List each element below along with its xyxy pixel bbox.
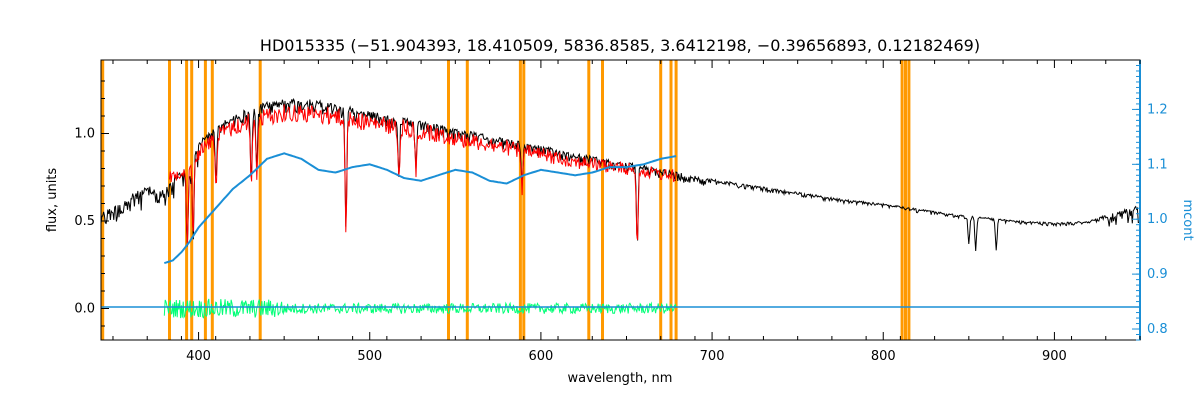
model-spectrum xyxy=(169,104,677,246)
mask-line-0 xyxy=(101,60,105,340)
x-tick-label-400: 400 xyxy=(186,349,211,364)
mask-line-9 xyxy=(518,60,522,340)
mask-line-8 xyxy=(465,60,469,340)
mask-line-11 xyxy=(587,60,591,340)
x-tick-label-600: 600 xyxy=(528,349,553,364)
mask-line-18 xyxy=(907,60,911,340)
x-tick-label-700: 700 xyxy=(700,349,725,364)
chart-title: HD015335 (−51.904393, 18.410509, 5836.85… xyxy=(260,36,980,55)
mask-line-14 xyxy=(669,60,673,340)
mask-line-12 xyxy=(601,60,604,340)
right-axis-line xyxy=(1139,60,1141,340)
x-tick-label-900: 900 xyxy=(1042,349,1067,364)
mask-line-13 xyxy=(659,60,663,340)
axes: 400 500 600 700 800 900 0.0 0.5 1.0 0.8 0.9 1.0 1.1 1… xyxy=(74,60,1168,364)
residual-line xyxy=(163,298,677,319)
right-tick-label-0.9: 0.9 xyxy=(1147,267,1168,282)
residual-spectrum xyxy=(163,298,677,319)
x-tick-label-800: 800 xyxy=(871,349,896,364)
x-tick-label-500: 500 xyxy=(357,349,382,364)
model-spectrum-line xyxy=(169,104,677,246)
continuum-line xyxy=(164,152,677,265)
y-tick-label-0: 0.0 xyxy=(74,302,95,317)
plot-frame xyxy=(100,59,1141,341)
mask-line-1 xyxy=(168,60,171,340)
right-tick-label-1.2: 1.2 xyxy=(1147,102,1168,117)
mask-line-7 xyxy=(447,60,450,340)
right-tick-label-1.1: 1.1 xyxy=(1147,157,1168,172)
continuum-curve xyxy=(101,152,1140,308)
mask-line-15 xyxy=(674,60,678,340)
y-tick-label-0.5: 0.5 xyxy=(74,214,95,229)
mask-line-17 xyxy=(904,60,907,340)
right-tick-label-1: 1.0 xyxy=(1147,212,1168,227)
right-axis-label: mcont xyxy=(1180,199,1195,240)
mask-line-10 xyxy=(522,60,526,340)
right-tick-label-0.8: 0.8 xyxy=(1147,322,1168,337)
mask-line-6 xyxy=(258,60,262,340)
mask-line-4 xyxy=(203,60,207,340)
mask-line-16 xyxy=(900,60,904,340)
y-axis-label: flux, units xyxy=(45,168,60,233)
x-axis-label: wavelength, nm xyxy=(568,371,673,386)
mask-line-5 xyxy=(210,60,214,340)
y-tick-label-1: 1.0 xyxy=(74,127,95,142)
